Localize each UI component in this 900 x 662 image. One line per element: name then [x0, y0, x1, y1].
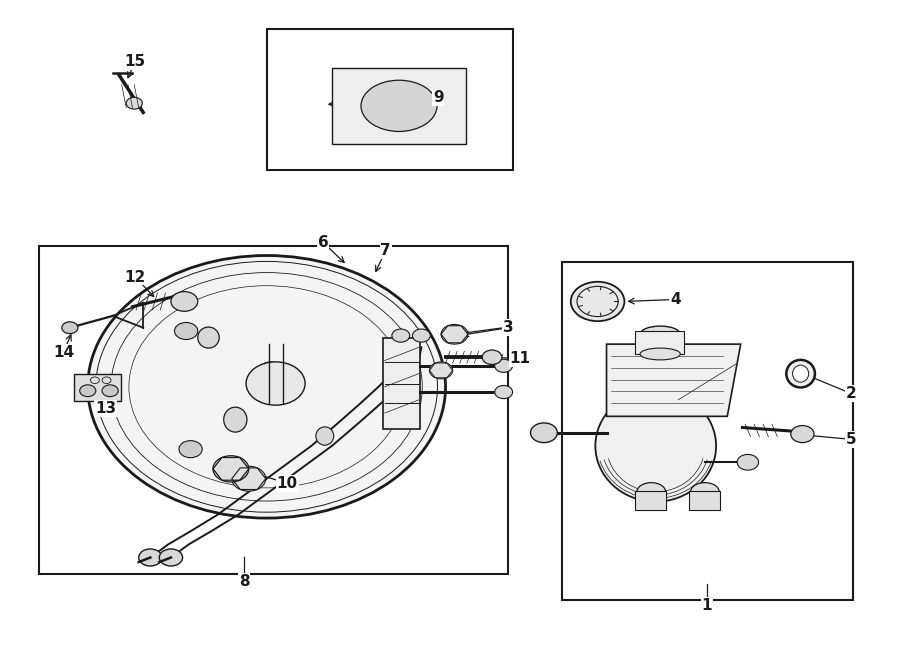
Text: 6: 6	[318, 235, 328, 250]
Text: 1: 1	[701, 598, 712, 613]
Ellipse shape	[690, 483, 719, 501]
Polygon shape	[607, 344, 741, 416]
Bar	[75, 373, 121, 401]
Circle shape	[791, 426, 814, 443]
Circle shape	[171, 292, 198, 311]
Ellipse shape	[640, 348, 680, 360]
Circle shape	[571, 282, 625, 321]
Polygon shape	[332, 68, 466, 144]
Circle shape	[429, 362, 453, 379]
Circle shape	[87, 256, 446, 518]
Ellipse shape	[224, 407, 247, 432]
Circle shape	[213, 455, 248, 482]
Text: 2: 2	[845, 386, 856, 401]
Circle shape	[392, 329, 410, 342]
Circle shape	[482, 350, 502, 365]
Circle shape	[232, 466, 266, 491]
Text: 10: 10	[276, 476, 298, 491]
Bar	[688, 491, 720, 510]
Circle shape	[246, 362, 305, 405]
Bar	[635, 331, 684, 354]
Text: 3: 3	[503, 320, 514, 335]
Circle shape	[80, 385, 95, 397]
Text: 7: 7	[381, 244, 391, 258]
Circle shape	[126, 97, 142, 109]
Bar	[39, 246, 508, 574]
Circle shape	[102, 385, 118, 397]
Circle shape	[175, 322, 198, 340]
Text: 13: 13	[95, 401, 116, 416]
Bar	[266, 29, 513, 170]
Ellipse shape	[361, 80, 437, 132]
Ellipse shape	[198, 327, 220, 348]
Circle shape	[179, 441, 203, 457]
Circle shape	[441, 324, 468, 344]
Ellipse shape	[316, 427, 334, 446]
Circle shape	[139, 549, 162, 566]
Text: 4: 4	[670, 292, 680, 307]
Text: 8: 8	[239, 574, 249, 589]
Text: 9: 9	[433, 91, 444, 105]
Ellipse shape	[787, 360, 814, 387]
Circle shape	[530, 423, 557, 443]
Ellipse shape	[793, 365, 809, 382]
Ellipse shape	[595, 390, 716, 502]
Circle shape	[495, 385, 513, 399]
Text: 15: 15	[124, 54, 146, 70]
Polygon shape	[382, 338, 420, 430]
Ellipse shape	[637, 483, 666, 501]
Circle shape	[259, 362, 283, 379]
Text: 5: 5	[845, 432, 856, 447]
Bar	[562, 262, 852, 600]
Text: 12: 12	[124, 269, 146, 285]
Text: 14: 14	[53, 344, 74, 359]
Circle shape	[737, 454, 759, 470]
Bar	[635, 491, 667, 510]
Text: 11: 11	[509, 351, 530, 366]
Circle shape	[159, 549, 183, 566]
Circle shape	[412, 329, 430, 342]
Ellipse shape	[640, 326, 680, 342]
Circle shape	[495, 359, 513, 372]
Circle shape	[62, 322, 78, 334]
